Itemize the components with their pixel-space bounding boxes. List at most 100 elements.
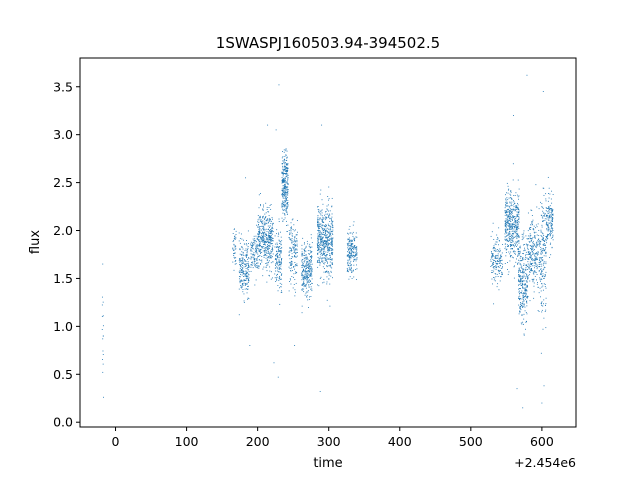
data-point xyxy=(263,218,265,220)
data-point xyxy=(533,245,535,247)
data-point xyxy=(496,267,497,269)
y-axis: 0.00.51.01.52.02.53.03.5 xyxy=(53,79,80,430)
data-point xyxy=(491,256,493,258)
data-point xyxy=(518,236,520,238)
data-point xyxy=(348,269,350,271)
data-point xyxy=(527,254,529,256)
data-point xyxy=(509,238,511,240)
data-point xyxy=(540,231,542,233)
data-point xyxy=(278,264,280,266)
data-point xyxy=(538,261,540,263)
data-point xyxy=(281,177,283,179)
data-point xyxy=(296,252,298,253)
data-point xyxy=(294,268,295,270)
data-point xyxy=(304,248,306,249)
data-point xyxy=(246,292,248,294)
data-point xyxy=(257,221,259,223)
data-point xyxy=(268,227,270,228)
data-point xyxy=(285,164,287,166)
data-point xyxy=(520,309,522,311)
data-point xyxy=(328,217,330,218)
data-point xyxy=(242,257,244,259)
data-point xyxy=(350,255,352,257)
data-point xyxy=(324,248,326,250)
data-point xyxy=(270,235,272,237)
data-point xyxy=(356,279,357,281)
data-point xyxy=(290,233,292,235)
data-point xyxy=(510,226,512,228)
data-point xyxy=(540,272,542,274)
data-point xyxy=(531,224,533,226)
data-point xyxy=(317,216,319,218)
data-point xyxy=(520,305,521,307)
data-point xyxy=(281,171,283,173)
data-point xyxy=(317,259,319,261)
data-point xyxy=(317,246,319,248)
data-point xyxy=(286,170,288,172)
data-point xyxy=(509,207,511,209)
data-point xyxy=(515,220,517,222)
data-point xyxy=(509,197,511,199)
data-point xyxy=(307,272,309,274)
data-point xyxy=(101,329,103,330)
data-point xyxy=(323,232,325,234)
data-point xyxy=(251,265,253,267)
data-point xyxy=(545,247,547,248)
data-point xyxy=(516,244,518,246)
data-point xyxy=(514,230,516,232)
data-point xyxy=(276,266,278,268)
data-point xyxy=(265,240,267,242)
data-point xyxy=(265,202,267,204)
data-point xyxy=(515,217,517,219)
data-point xyxy=(290,250,292,252)
data-point xyxy=(507,273,509,275)
data-point xyxy=(266,231,268,233)
data-point xyxy=(551,229,553,231)
data-point xyxy=(257,262,259,264)
data-point xyxy=(258,255,260,257)
data-point xyxy=(523,236,525,238)
data-point xyxy=(356,264,357,266)
data-point xyxy=(495,262,497,264)
data-point xyxy=(257,244,259,246)
data-point xyxy=(284,197,286,199)
data-point xyxy=(235,260,237,262)
data-point xyxy=(552,213,554,215)
data-point xyxy=(250,249,252,251)
data-point xyxy=(322,225,324,227)
data-point xyxy=(543,262,545,264)
data-point xyxy=(513,115,514,116)
data-point xyxy=(254,284,256,286)
data-point xyxy=(281,157,283,159)
data-point xyxy=(329,214,331,216)
data-point xyxy=(548,207,550,209)
data-point xyxy=(510,203,512,205)
data-point xyxy=(331,239,333,241)
data-point xyxy=(287,179,289,181)
data-point xyxy=(265,263,267,264)
data-point xyxy=(284,196,286,197)
data-point xyxy=(265,217,267,219)
data-point xyxy=(245,255,247,257)
data-point xyxy=(284,169,285,171)
data-point xyxy=(257,214,259,216)
data-point xyxy=(536,206,538,208)
data-point xyxy=(250,256,252,258)
data-point xyxy=(307,265,309,267)
data-point xyxy=(276,229,278,231)
data-point xyxy=(517,206,519,208)
data-point xyxy=(320,250,322,252)
data-point xyxy=(550,230,552,232)
data-point xyxy=(310,281,311,283)
data-point xyxy=(279,246,281,247)
data-point xyxy=(267,124,269,126)
data-point xyxy=(531,215,533,216)
data-point xyxy=(280,244,282,246)
data-point xyxy=(538,238,540,240)
data-point xyxy=(243,280,245,282)
data-point xyxy=(511,204,513,206)
data-point xyxy=(258,231,260,233)
data-point xyxy=(267,257,268,259)
data-point xyxy=(504,233,506,235)
data-point xyxy=(307,264,309,266)
